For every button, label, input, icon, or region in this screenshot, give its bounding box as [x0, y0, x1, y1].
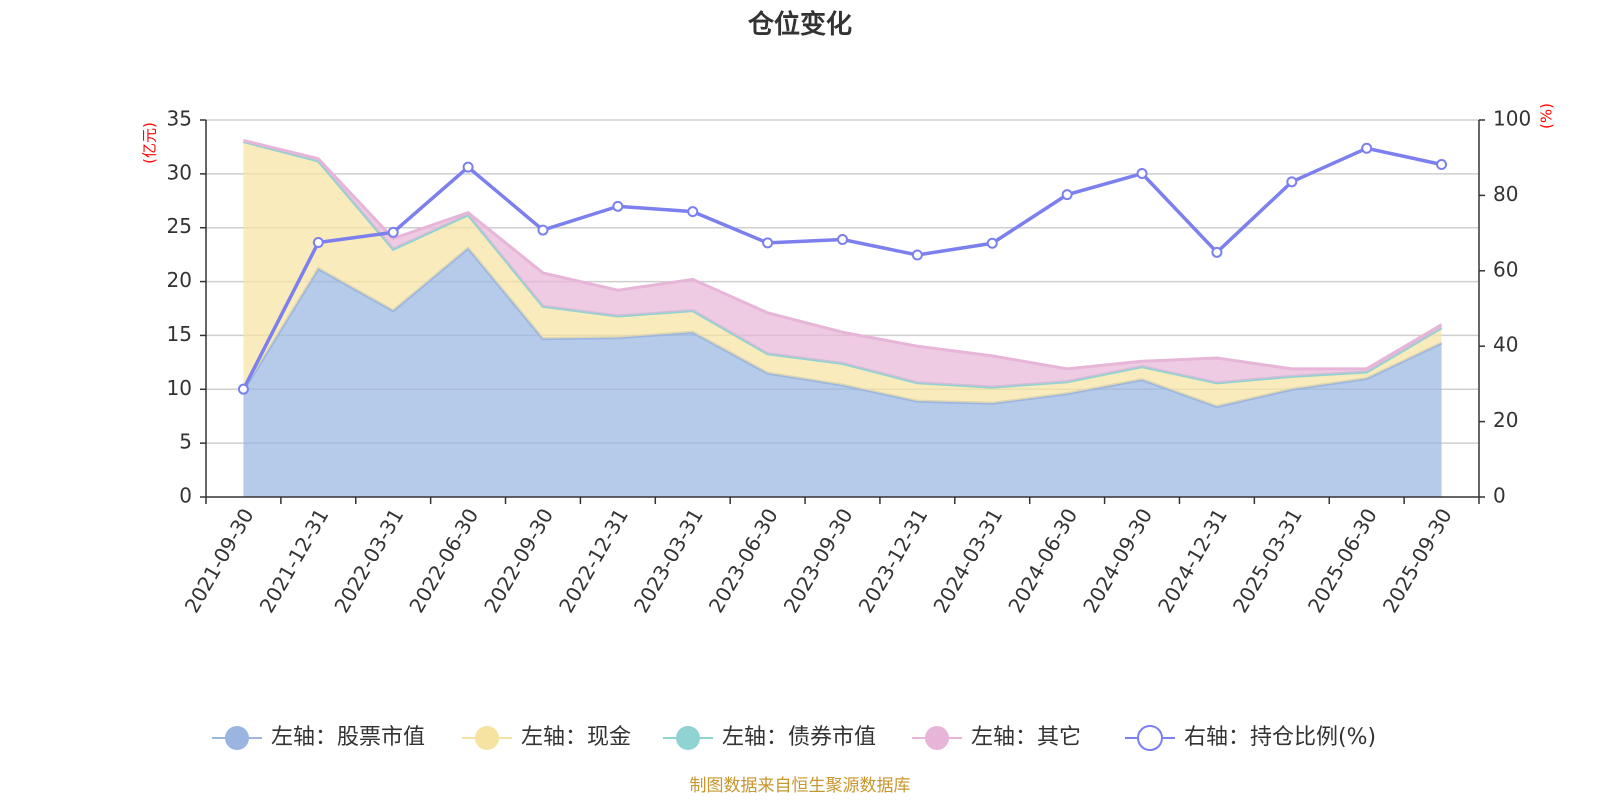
right-axis-unit: (%): [1538, 103, 1556, 129]
ratio-point: [237, 383, 249, 395]
legend-marker: [925, 726, 949, 750]
ratio-point: [1361, 142, 1373, 154]
ratio-point: [1211, 246, 1223, 258]
ratio-point: [387, 226, 399, 238]
legend-label: 左轴：股票市值: [271, 725, 425, 750]
x-tick-label: 2023-06-30: [704, 504, 783, 617]
x-tick-label: 2023-09-30: [779, 504, 858, 617]
x-tick-label: 2021-12-31: [255, 504, 334, 617]
x-tick-label: 2021-09-30: [180, 504, 259, 617]
x-tick-label: 2022-03-31: [329, 504, 408, 617]
ratio-point: [1061, 189, 1073, 201]
x-tick-label: 2022-09-30: [479, 504, 558, 617]
ratio-point: [762, 237, 774, 249]
x-tick-label: 2025-09-30: [1378, 504, 1457, 617]
area-series-3: [243, 140, 1442, 388]
area-edge-series-3: [243, 139, 1443, 371]
x-tick-label: 2023-12-31: [854, 504, 933, 617]
ratio-point: [986, 237, 998, 249]
x-tick-label: 2023-03-31: [629, 504, 708, 617]
legend-label: 右轴：持仓比例(%): [1184, 725, 1376, 750]
ratio-point: [837, 234, 848, 246]
ratio-point: [537, 224, 549, 236]
x-tick-label: 2024-12-31: [1153, 504, 1232, 617]
ratio-point: [312, 237, 324, 249]
right-tick-label: 80: [1493, 182, 1518, 206]
ratio-point: [911, 249, 923, 261]
legend-marker: [676, 726, 700, 750]
left-tick-label: 30: [167, 160, 192, 184]
position-ratio-line: [237, 142, 1448, 395]
legend-label: 左轴：债券市值: [722, 725, 876, 750]
ratio-point: [1286, 176, 1298, 188]
x-tick-label: 2024-09-30: [1078, 504, 1157, 617]
legend-label: 左轴：其它: [971, 725, 1081, 750]
area-series-0: [243, 248, 1442, 497]
ratio-point: [1136, 168, 1148, 180]
source-note: 制图数据来自恒生聚源数据库: [690, 776, 911, 796]
right-tick-label: 0: [1493, 484, 1506, 508]
x-tick-label: 2025-06-30: [1303, 504, 1382, 617]
right-tick-label: 20: [1493, 408, 1518, 432]
x-tick-label: 2024-03-31: [928, 504, 1007, 617]
ratio-point: [687, 206, 699, 218]
left-tick-label: 35: [167, 107, 192, 131]
stacked-areas: [242, 139, 1443, 497]
legend: 左轴：股票市值 左轴：现金 左轴：债券市值 左轴：其它 右轴：持仓比例(%): [212, 725, 1376, 751]
left-tick-label: 20: [167, 268, 192, 292]
left-tick-label: 0: [179, 484, 192, 508]
ratio-point: [462, 161, 474, 173]
left-tick-label: 10: [167, 376, 192, 400]
x-tick-label: 2022-12-31: [554, 504, 633, 617]
chart-title: 仓位变化: [747, 9, 852, 40]
legend-marker: [1137, 725, 1163, 751]
right-tick-label: 100: [1493, 107, 1531, 131]
x-tick-label: 2022-06-30: [404, 504, 483, 617]
legend-marker: [225, 726, 249, 750]
right-tick-label: 60: [1493, 257, 1518, 281]
ratio-point: [1436, 158, 1448, 170]
left-tick-label: 25: [167, 214, 192, 238]
area-series-1: [243, 141, 1442, 407]
x-tick-label: 2024-06-30: [1003, 504, 1082, 617]
left-tick-label: 5: [179, 430, 192, 454]
ratio-point: [612, 200, 624, 212]
left-axis-unit: (亿元): [141, 122, 159, 164]
left-tick-label: 15: [167, 322, 192, 346]
right-tick-label: 40: [1493, 333, 1518, 357]
x-tick-label: 2025-03-31: [1228, 504, 1307, 617]
legend-label: 左轴：现金: [521, 725, 631, 750]
legend-marker: [475, 726, 499, 750]
